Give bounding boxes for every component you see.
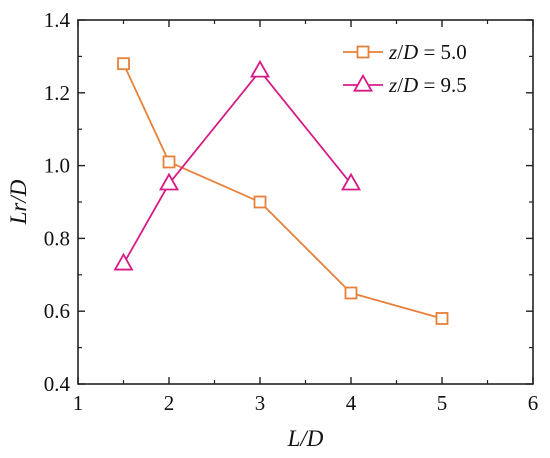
data-point-triangle [340, 172, 362, 191]
legend-label: z/D = 5.0 [388, 40, 467, 64]
legend-marker-triangle [352, 73, 374, 92]
y-tick-label: 1.4 [44, 8, 71, 32]
y-axis-label: Lr/D [6, 179, 31, 225]
legend-marker-square [356, 45, 370, 59]
y-tick-label: 0.8 [44, 226, 70, 250]
legend-label: z/D = 9.5 [388, 73, 467, 97]
legend-entry: z/D = 9.5 [343, 73, 467, 97]
data-point-triangle [113, 252, 134, 271]
x-axis-label: L/D [287, 426, 324, 451]
x-tick-label: 3 [255, 391, 266, 415]
series-line [122, 69, 352, 265]
data-point-square [117, 57, 130, 71]
x-tick-label: 6 [528, 391, 539, 415]
series-line [122, 63, 443, 320]
series-square [117, 57, 449, 325]
legend-entry: z/D = 5.0 [343, 40, 467, 64]
x-tick-label: 1 [73, 391, 84, 415]
y-tick-label: 0.6 [44, 299, 70, 323]
data-point-square [162, 155, 176, 169]
y-tick-label: 0.4 [44, 372, 71, 396]
x-tick-label: 4 [346, 391, 357, 415]
x-tick-label: 5 [437, 391, 448, 415]
data-point-square [344, 286, 358, 300]
data-point-triangle [249, 59, 271, 78]
x-tick-label: 2 [164, 391, 175, 415]
data-point-square [435, 312, 449, 325]
data-point-triangle [158, 172, 180, 191]
series-triangle [113, 59, 362, 271]
y-tick-label: 1.2 [44, 81, 70, 105]
data-point-square [253, 195, 267, 209]
y-tick-label: 1.0 [44, 154, 70, 178]
